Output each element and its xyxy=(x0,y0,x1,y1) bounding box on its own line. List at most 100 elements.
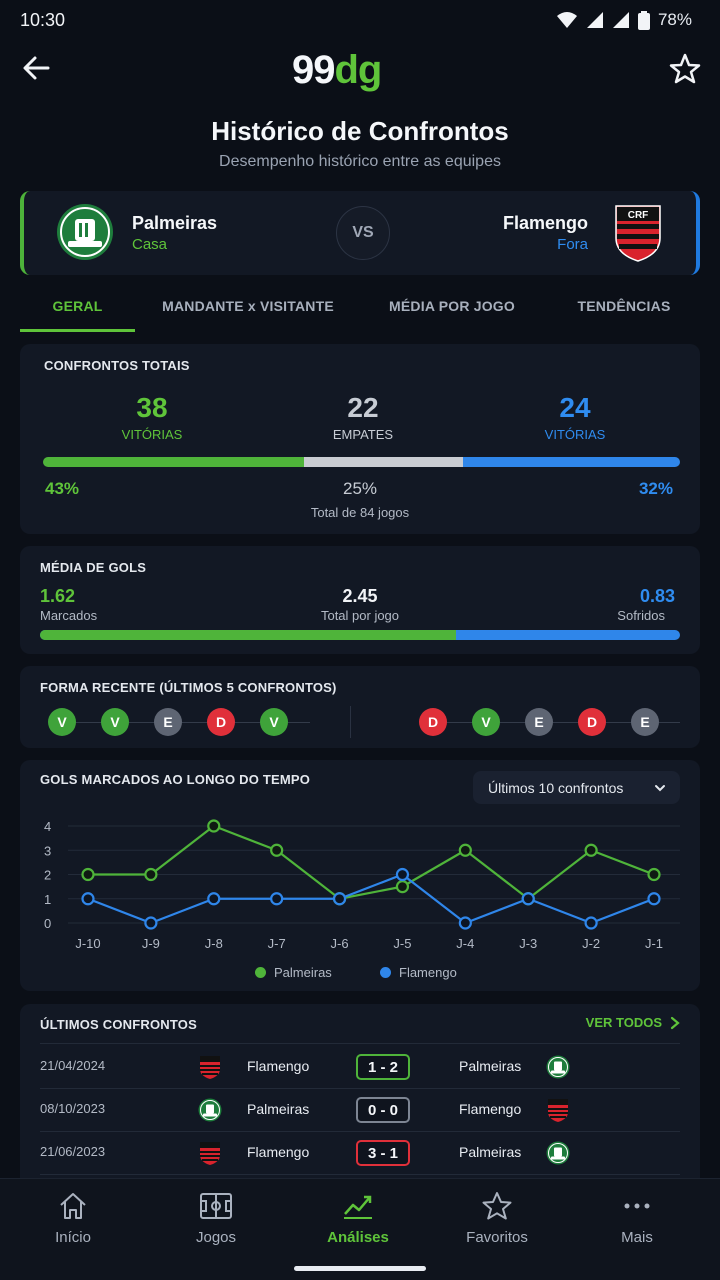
wifi-icon xyxy=(556,12,577,28)
totals-bar-away xyxy=(463,457,680,467)
home-form-result-4: D xyxy=(207,708,235,736)
goals-ratio-bar-scored xyxy=(40,630,456,640)
match-away-team: Palmeiras xyxy=(459,1144,522,1160)
signal-icon-2 xyxy=(612,12,629,28)
nav-favoritos[interactable]: Favoritos xyxy=(447,1190,547,1246)
x-tick-label: J-6 xyxy=(331,936,349,951)
flamengo-crest-icon xyxy=(200,1142,220,1165)
totals-title: CONFRONTOS TOTAIS xyxy=(44,358,190,373)
totals-bar-draws xyxy=(304,457,464,467)
data-point-flamengo[interactable] xyxy=(584,916,598,930)
match-date: 21/06/2023 xyxy=(40,1144,106,1159)
away-form-line xyxy=(430,722,680,723)
palmeiras-crest-icon xyxy=(198,1098,222,1122)
away-form-result-2: V xyxy=(472,708,500,736)
x-tick-label: J-5 xyxy=(393,936,411,951)
data-point-palmeiras[interactable] xyxy=(207,819,221,833)
status-icons: 78% xyxy=(556,10,692,30)
flamengo-crest-icon xyxy=(200,1056,220,1079)
match-score: 0 - 0 xyxy=(356,1097,410,1123)
draws-value: 22 xyxy=(347,392,379,423)
match-home-team: Flamengo xyxy=(247,1144,310,1160)
match-score: 3 - 1 xyxy=(356,1140,410,1166)
palmeiras-crest-icon xyxy=(57,204,113,260)
battery-percent: 78% xyxy=(657,10,692,29)
away-wins-value: 24 xyxy=(559,392,591,423)
tab-media-por-jogo[interactable]: MÉDIA POR JOGO xyxy=(389,298,515,314)
total-games-text: Total de 84 jogos xyxy=(310,505,410,520)
legend-flamengo-swatch xyxy=(380,967,391,978)
home-wins-value: 38 xyxy=(136,392,168,423)
analytics-icon xyxy=(344,1195,372,1219)
period-dropdown[interactable]: Últimos 10 confrontos xyxy=(473,771,680,804)
vs-badge: VS xyxy=(336,206,390,260)
period-dropdown-label: Últimos 10 confrontos xyxy=(488,779,624,796)
signal-icon xyxy=(586,12,603,28)
chevron-right-icon xyxy=(670,1016,680,1029)
nav-analises-label: Análises xyxy=(327,1229,389,1246)
star-icon xyxy=(482,1192,512,1220)
data-point-flamengo[interactable] xyxy=(207,892,221,906)
page-title: Histórico de Confrontos xyxy=(211,116,509,146)
row-divider xyxy=(40,1174,680,1175)
data-point-palmeiras[interactable] xyxy=(647,867,661,882)
x-tick-label: J-4 xyxy=(456,936,474,951)
status-bar: 10:30 78% xyxy=(0,0,720,42)
match-row[interactable]: 21/04/2024 Flamengo 1 - 2 Palmeiras xyxy=(20,1047,700,1089)
palmeiras-crest-icon xyxy=(546,1055,570,1079)
away-form-result-5: E xyxy=(631,708,659,736)
nav-jogos[interactable]: Jogos xyxy=(166,1190,266,1246)
more-icon xyxy=(624,1203,650,1209)
nav-analises[interactable]: Análises xyxy=(308,1190,408,1246)
data-point-palmeiras[interactable] xyxy=(458,843,472,857)
data-point-palmeiras[interactable] xyxy=(270,843,284,857)
legend-palmeiras-label: Palmeiras xyxy=(274,965,332,980)
goals-conceded-label: Sofridos xyxy=(617,608,665,623)
see-all-link[interactable]: VER TODOS xyxy=(586,1015,680,1030)
status-time: 10:30 xyxy=(20,10,66,30)
back-arrow-icon[interactable] xyxy=(20,52,52,84)
match-row[interactable]: 21/06/2023 Flamengo 3 - 1 Palmeiras xyxy=(20,1133,700,1175)
goals-scored-label: Marcados xyxy=(40,608,98,623)
match-row[interactable]: 08/10/2023 Palmeiras 0 - 0 Flamengo xyxy=(20,1090,700,1132)
x-tick-label: J-9 xyxy=(142,936,160,951)
goals-total-value: 2.45 xyxy=(342,586,378,606)
data-point-flamengo[interactable] xyxy=(144,916,158,930)
tab-mandante-visitante[interactable]: MANDANTE x VISITANTE xyxy=(162,298,334,314)
x-tick-label: J-2 xyxy=(582,936,600,951)
match-date: 21/04/2024 xyxy=(40,1058,106,1073)
nav-inicio[interactable]: Início xyxy=(23,1190,123,1246)
x-tick-label: J-8 xyxy=(205,936,223,951)
data-point-flamengo[interactable] xyxy=(270,892,284,906)
y-tick-label: 1 xyxy=(44,892,51,907)
data-point-flamengo[interactable] xyxy=(81,892,95,906)
data-point-flamengo[interactable] xyxy=(395,867,410,882)
data-point-flamengo[interactable] xyxy=(647,892,661,906)
tab-geral[interactable]: GERAL xyxy=(52,298,103,314)
goals-average-card: MÉDIA DE GOLS 1.62 Marcados 2.45 Total p… xyxy=(20,546,700,654)
data-point-palmeiras[interactable] xyxy=(144,867,158,882)
favorite-star-icon[interactable] xyxy=(668,52,702,86)
last-matches-card: ÚLTIMOS CONFRONTOS VER TODOS 21/04/2024 … xyxy=(20,1004,700,1178)
data-point-flamengo[interactable] xyxy=(521,892,535,906)
data-point-palmeiras[interactable] xyxy=(81,867,95,882)
data-point-palmeiras[interactable] xyxy=(395,880,410,894)
system-home-indicator[interactable] xyxy=(294,1266,426,1271)
tab-tendencias[interactable]: TENDÊNCIAS xyxy=(577,298,671,314)
row-divider xyxy=(40,1043,680,1044)
nav-favoritos-label: Favoritos xyxy=(466,1229,528,1246)
totals-card: CONFRONTOS TOTAIS 38 VITÓRIAS 22 EMPATES… xyxy=(20,344,700,534)
match-score: 1 - 2 xyxy=(356,1054,410,1080)
home-team-name: Palmeiras xyxy=(132,213,218,233)
nav-mais[interactable]: Mais xyxy=(587,1190,687,1246)
data-point-palmeiras[interactable] xyxy=(584,843,598,857)
home-form-result-1: V xyxy=(48,708,76,736)
legend-flamengo-label: Flamengo xyxy=(399,965,457,980)
see-all-label: VER TODOS xyxy=(585,1015,662,1030)
data-point-flamengo[interactable] xyxy=(458,916,472,930)
x-tick-label: J-10 xyxy=(75,936,100,951)
data-point-flamengo[interactable] xyxy=(332,892,347,906)
y-tick-label: 3 xyxy=(44,843,51,858)
